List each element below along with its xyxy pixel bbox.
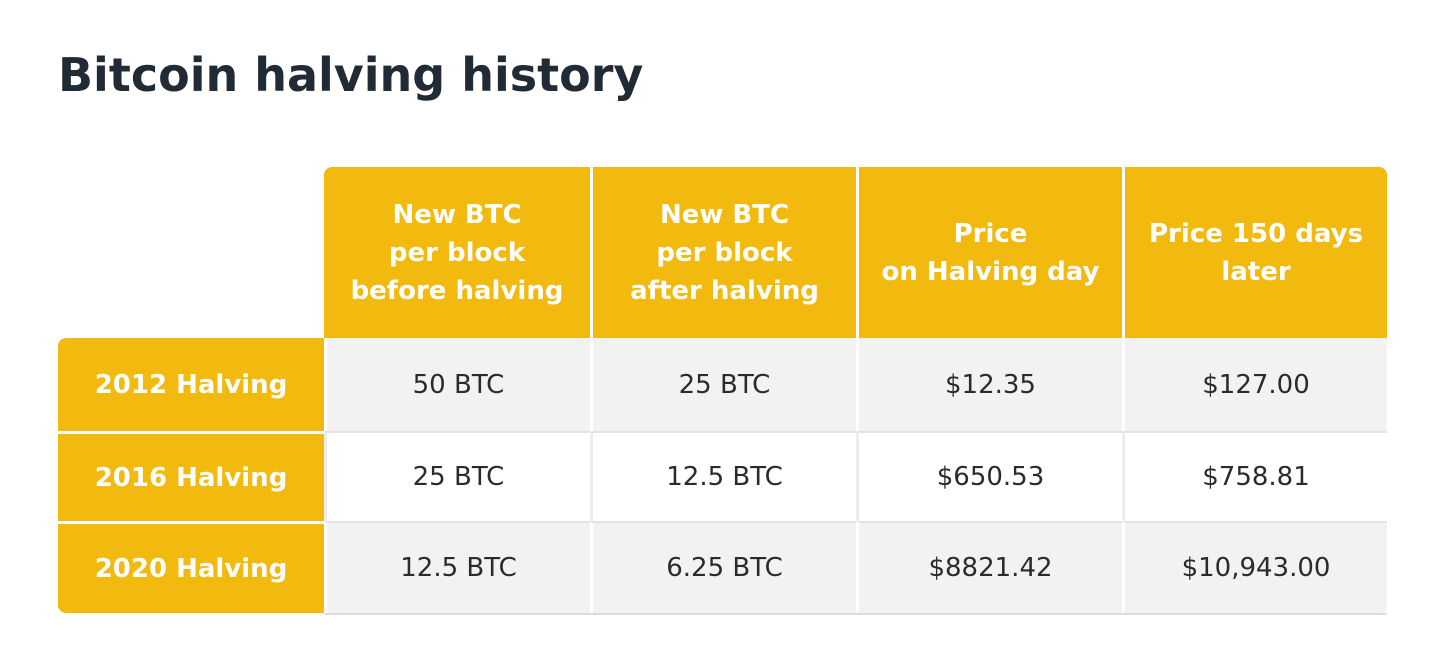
column-header-after-halving: New BTC per block after halving <box>590 167 856 338</box>
table-cell: 6.25 BTC <box>590 521 856 613</box>
table-cell: $12.35 <box>856 338 1122 431</box>
row-header-2016: 2016 Halving <box>58 431 324 521</box>
column-header-price-halving-day: Price on Halving day <box>856 167 1122 338</box>
table-cell: 12.5 BTC <box>324 521 590 613</box>
page-title: Bitcoin halving history <box>58 48 644 102</box>
row-header-2020: 2020 Halving <box>58 521 324 613</box>
table-corner <box>58 167 324 338</box>
table-cell: 50 BTC <box>324 338 590 431</box>
table-cell: 25 BTC <box>590 338 856 431</box>
halving-table-grid: New BTC per block before halving New BTC… <box>58 167 1387 613</box>
table-cell: 12.5 BTC <box>590 431 856 521</box>
table-cell: $650.53 <box>856 431 1122 521</box>
table-cell: 25 BTC <box>324 431 590 521</box>
column-header-price-150-days: Price 150 days later <box>1122 167 1387 338</box>
table-bottom-edge <box>324 613 1387 615</box>
row-header-2012: 2012 Halving <box>58 338 324 431</box>
table-cell: $10,943.00 <box>1122 521 1387 613</box>
column-header-before-halving: New BTC per block before halving <box>324 167 590 338</box>
table-cell: $8821.42 <box>856 521 1122 613</box>
halving-table: New BTC per block before halving New BTC… <box>58 167 1387 615</box>
table-cell: $758.81 <box>1122 431 1387 521</box>
table-cell: $127.00 <box>1122 338 1387 431</box>
